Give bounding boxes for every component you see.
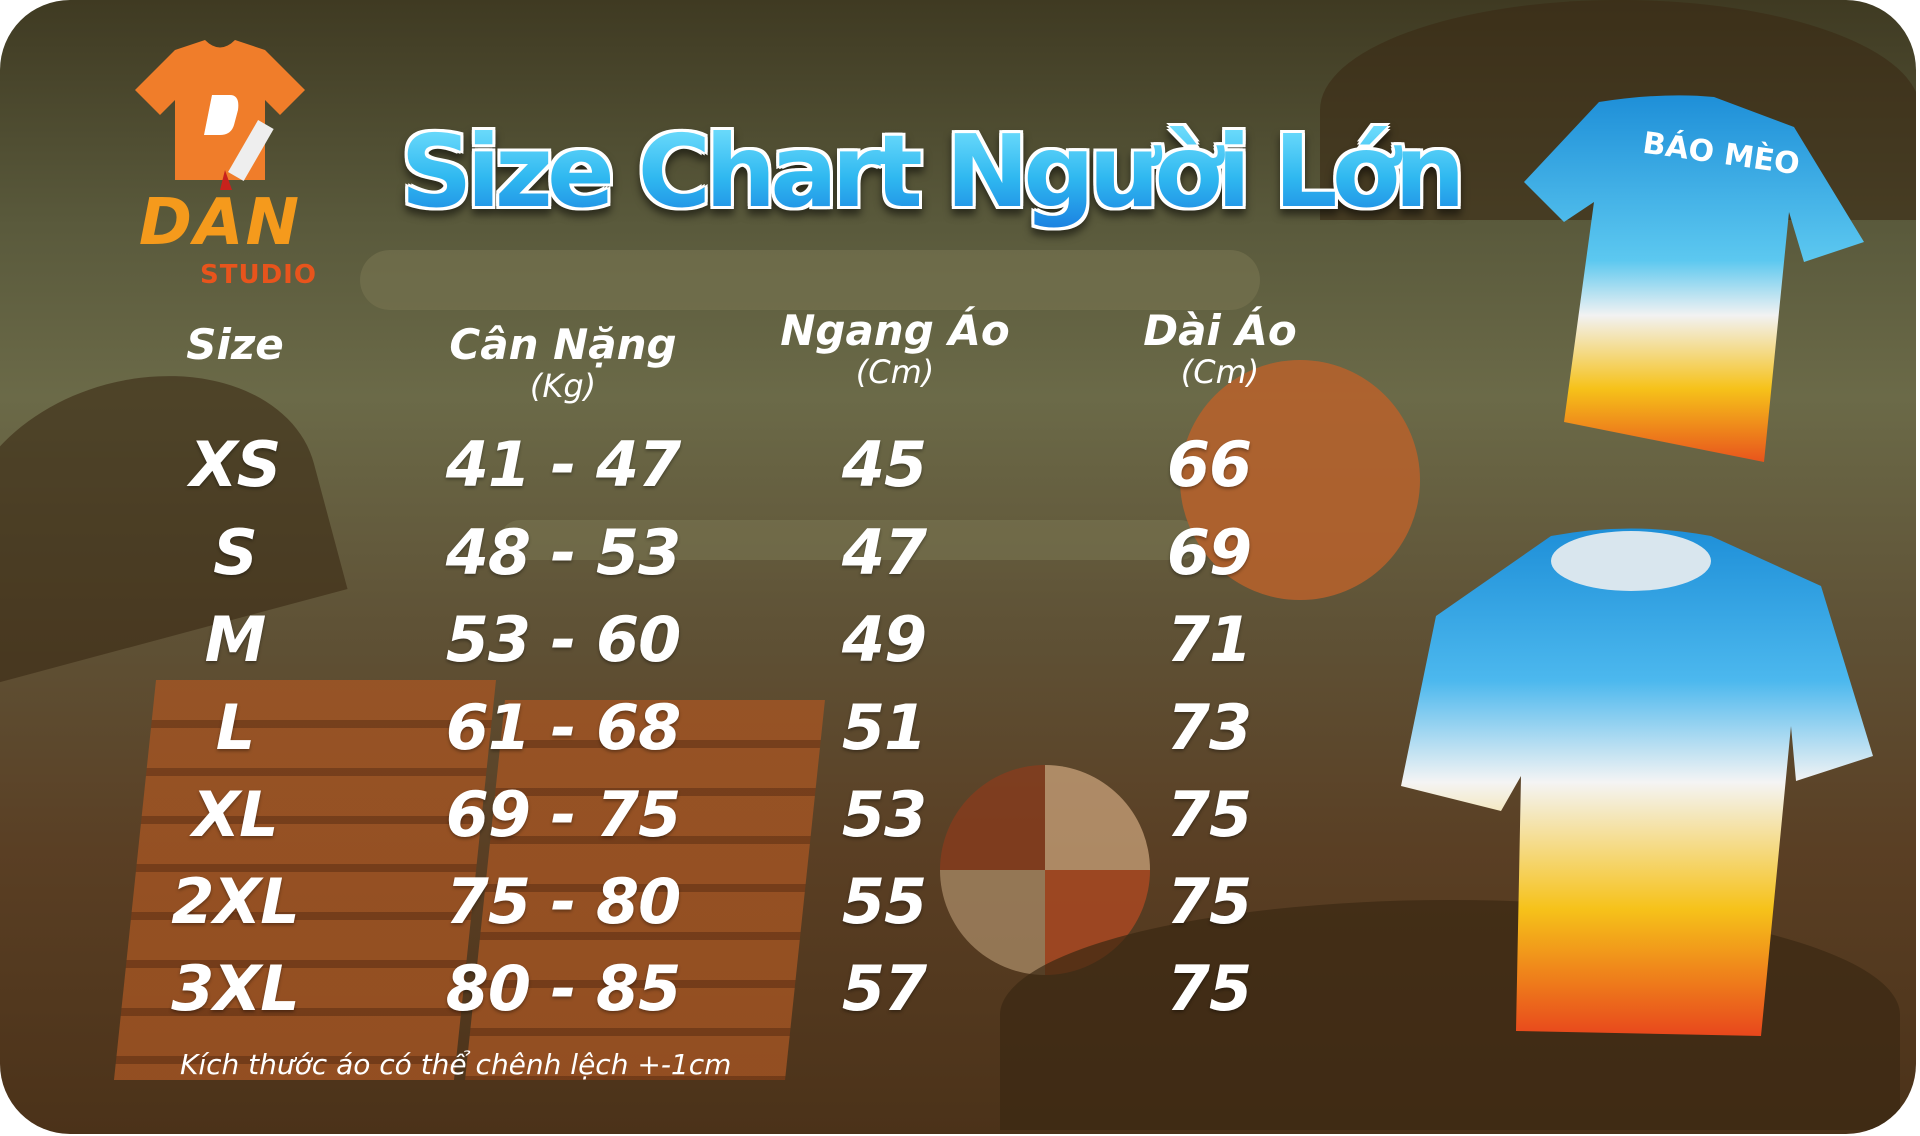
cell-length: 71: [1166, 603, 1252, 676]
header-weight-label: Cân Nặng: [449, 320, 677, 369]
background-cloud: [360, 250, 1260, 310]
header-weight-unit: (Kg): [529, 367, 597, 405]
background-sun: [1180, 360, 1420, 600]
header-width-unit: (Cm): [855, 353, 935, 391]
header-size: Size: [186, 322, 284, 368]
brand-name: DAN: [138, 186, 302, 260]
cell-size: L: [215, 691, 256, 764]
cell-chest-width: 47: [841, 516, 927, 589]
cell-length: 75: [1166, 778, 1252, 851]
cell-weight: 48 - 53: [445, 516, 681, 589]
cell-weight: 53 - 60: [445, 603, 681, 676]
header-length: Dài Áo (Cm): [1143, 306, 1297, 391]
header-width-label: Ngang Áo: [780, 306, 1010, 355]
cell-size: XL: [192, 778, 278, 851]
cell-length: 75: [1166, 952, 1252, 1025]
tshirt-back-image: BÁO MÈO: [1524, 95, 1864, 462]
cell-size: S: [213, 516, 258, 589]
cell-chest-width: 57: [841, 952, 927, 1025]
cell-weight: 80 - 85: [445, 952, 681, 1025]
tshirt-front-image: [1401, 528, 1873, 1036]
tshirt-logo-icon: [135, 40, 305, 190]
header-width: Ngang Áo (Cm): [780, 306, 1010, 391]
cell-chest-width: 53: [841, 778, 927, 851]
header-length-label: Dài Áo: [1143, 306, 1297, 355]
cell-size: 2XL: [171, 865, 299, 938]
cell-weight: 69 - 75: [445, 778, 681, 851]
brand-subtitle: STUDIO: [200, 260, 317, 290]
page-title: Size Chart Người Lớn: [360, 112, 1500, 232]
brand-logo: DAN STUDIO: [110, 40, 330, 290]
cell-chest-width: 49: [841, 603, 927, 676]
header-size-label: Size: [186, 320, 284, 369]
header-length-unit: (Cm): [1180, 353, 1260, 391]
cell-size: 3XL: [171, 952, 299, 1025]
cell-size: M: [204, 603, 267, 676]
cell-length: 66: [1166, 428, 1252, 501]
cell-weight: 75 - 80: [445, 865, 681, 938]
header-weight: Cân Nặng (Kg): [449, 320, 677, 405]
cell-chest-width: 51: [841, 691, 927, 764]
cell-weight: 61 - 68: [445, 691, 681, 764]
background-cloud: [500, 520, 1200, 560]
cell-size: XS: [189, 428, 281, 501]
footnote: Kích thước áo có thể chênh lệch +-1cm: [180, 1048, 732, 1081]
cell-chest-width: 45: [841, 428, 927, 501]
cell-length: 73: [1166, 691, 1252, 764]
cell-length: 75: [1166, 865, 1252, 938]
background-palm: [0, 337, 348, 683]
cell-weight: 41 - 47: [445, 428, 681, 501]
cell-chest-width: 55: [841, 865, 927, 938]
cell-length: 69: [1166, 516, 1252, 589]
